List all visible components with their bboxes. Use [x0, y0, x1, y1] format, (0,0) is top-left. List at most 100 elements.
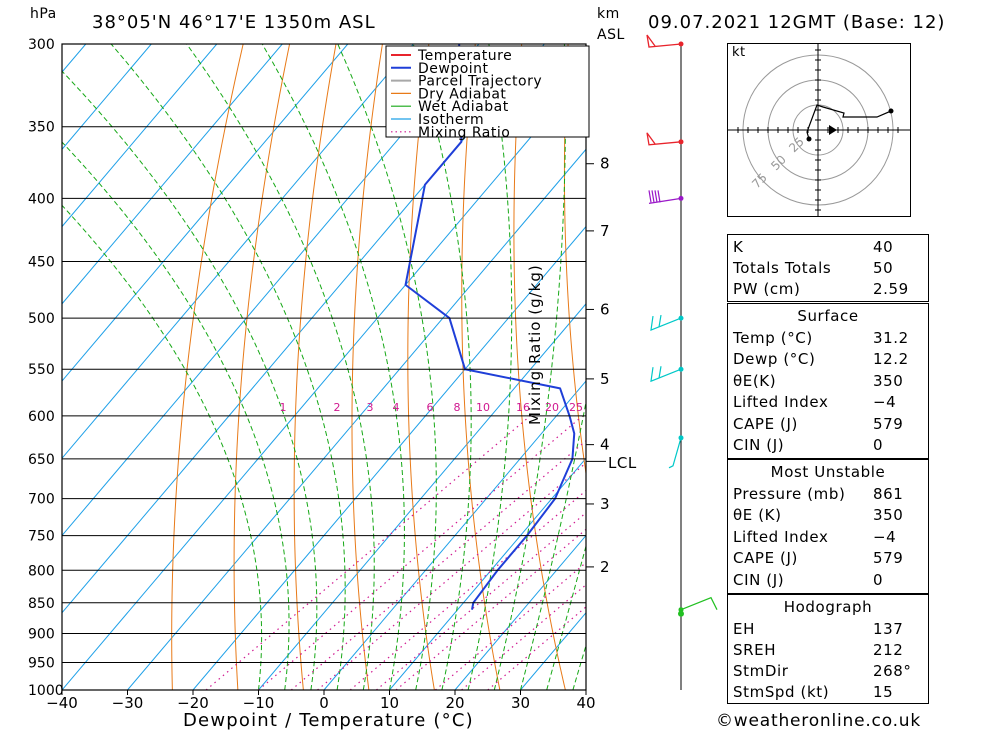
dry-adiabat-line	[939, 44, 1000, 690]
isotherm-line	[62, 44, 480, 537]
wind-barb-flag	[657, 190, 661, 203]
mixing-ratio-label: 16	[516, 401, 530, 414]
x-tick-label: −30	[112, 694, 144, 712]
isotherm-line	[258, 303, 586, 690]
wind-barb	[668, 437, 682, 469]
mixing-ratio-label: 4	[393, 401, 400, 414]
wind-barb	[648, 197, 682, 205]
dry-adiabat-line	[613, 44, 696, 690]
dry-adiabat-line	[351, 44, 383, 690]
location-title: 38°05'N 46°17'E 1350m ASL	[92, 12, 376, 33]
index-row-k: K 40	[728, 237, 928, 258]
legend-label: Dry Adiabat	[418, 86, 506, 102]
stability-indices-panel: K 40 Totals Totals 50 PW (cm) 2.59	[727, 234, 929, 302]
mixing-ratio-label: 25	[569, 401, 583, 414]
hodograph-stats-panel: Hodograph EH 137 SREH 212 StmDir 268° StmSp…	[727, 594, 929, 704]
storm-motion-marker	[829, 125, 837, 135]
wet-adiabat-line	[261, 44, 405, 690]
most-unstable-row: Lifted Index −4	[733, 528, 897, 546]
lcl-label: LCL	[608, 454, 637, 472]
most-unstable-row: θE (K) 350	[733, 506, 904, 524]
dry-adiabat-line	[233, 44, 291, 690]
wind-barb-flag	[658, 314, 662, 328]
mixing-ratio-label: 1	[280, 401, 287, 414]
hodograph-stats-row: StmSpd (kt) 15	[733, 683, 894, 701]
mixing-ratio-line	[290, 439, 586, 690]
isotherm-line	[192, 225, 586, 690]
x-tick-label: 40	[576, 694, 595, 712]
km-unit-label: km	[597, 6, 620, 22]
isotherm-line	[62, 44, 283, 305]
hodograph-stats-title: Hodograph	[783, 598, 873, 616]
wind-barb	[650, 316, 682, 332]
pressure-tick-label: 450	[28, 255, 55, 271]
wet-adiabat-line	[186, 44, 375, 690]
index-value: 40	[873, 238, 894, 256]
wind-barb-flag	[658, 366, 662, 379]
legend-label: Isotherm	[418, 112, 484, 128]
isotherm-line	[454, 534, 586, 690]
km-tick-label: 4	[600, 436, 610, 454]
mixing-ratio-label: 6	[427, 401, 434, 414]
x-tick-label: 30	[511, 694, 530, 712]
mixing-ratio-line	[205, 415, 531, 690]
wind-barb	[650, 367, 682, 383]
x-tick-label: 10	[380, 694, 399, 712]
index-value: 50	[873, 259, 894, 277]
isotherm-line	[127, 148, 586, 690]
km-tick-label: 8	[600, 155, 610, 173]
mixing-ratio-line	[434, 561, 586, 690]
surface-panel: Surface Temp (°C) 31.2 Dewp (°C) 12.2 θE(K…	[727, 303, 929, 459]
km-tick-label: 3	[600, 495, 610, 513]
pressure-tick-label: 550	[28, 362, 55, 378]
wind-barb	[646, 34, 682, 48]
surface-row: θE(K) 350	[733, 372, 904, 390]
dry-adiabat-line	[293, 44, 337, 690]
legend-label: Wet Adiabat	[418, 99, 509, 115]
copyright-footer[interactable]: ©weatheronline.co.uk	[716, 711, 922, 731]
surface-row: Dewp (°C) 12.2	[733, 350, 909, 368]
isotherm-line	[62, 44, 218, 228]
km-tick-label: 5	[600, 370, 610, 388]
most-unstable-row: Pressure (mb) 861	[733, 485, 904, 503]
pressure-tick-label: 900	[28, 626, 55, 642]
mixing-ratio-line	[258, 415, 584, 690]
isotherm-line	[62, 44, 152, 151]
index-key: PW (cm)	[733, 280, 801, 298]
surface-row: CIN (J) 0	[733, 436, 884, 454]
asl-unit-label: ASL	[597, 27, 625, 43]
hodograph-stats-row: EH 137	[733, 620, 904, 638]
wind-profile	[646, 34, 718, 690]
index-key: K	[733, 238, 744, 256]
pressure-tick-label: 800	[28, 563, 55, 579]
legend-label: Dewpoint	[418, 61, 489, 77]
hpa-unit-label: hPa	[30, 6, 57, 22]
wind-barb	[646, 132, 682, 146]
pressure-tick-label: 300	[28, 37, 55, 53]
surface-row: CAPE (J) 579	[733, 415, 904, 433]
pressure-tick-label: 400	[28, 191, 55, 207]
wet-adiabat-line	[546, 544, 586, 690]
x-tick-label: 20	[445, 694, 464, 712]
wind-surface-marker	[678, 610, 684, 617]
pressure-tick-label: 700	[28, 492, 55, 508]
mixing-ratio-label: 20	[545, 401, 559, 414]
x-tick-label: −20	[177, 694, 209, 712]
index-row-pw: PW (cm) 2.59	[728, 279, 928, 300]
datetime-title: 09.07.2021 12GMT (Base: 12)	[648, 12, 946, 33]
hodograph-unit-label: kt	[732, 45, 746, 60]
most-unstable-panel: Most Unstable Pressure (mb) 861 θE (K) 350…	[727, 459, 929, 594]
x-tick-label: 0	[319, 694, 329, 712]
pressure-tick-label: 350	[28, 120, 55, 136]
hodograph-trace	[806, 104, 892, 140]
legend-label: Parcel Trajectory	[418, 74, 542, 90]
index-value: 2.59	[873, 280, 909, 298]
hodograph-top-point	[888, 108, 894, 114]
x-tick-label: −40	[46, 694, 78, 712]
km-tick-label: 6	[600, 300, 610, 318]
isotherm-line	[62, 71, 586, 690]
wet-adiabat-line	[467, 44, 513, 690]
